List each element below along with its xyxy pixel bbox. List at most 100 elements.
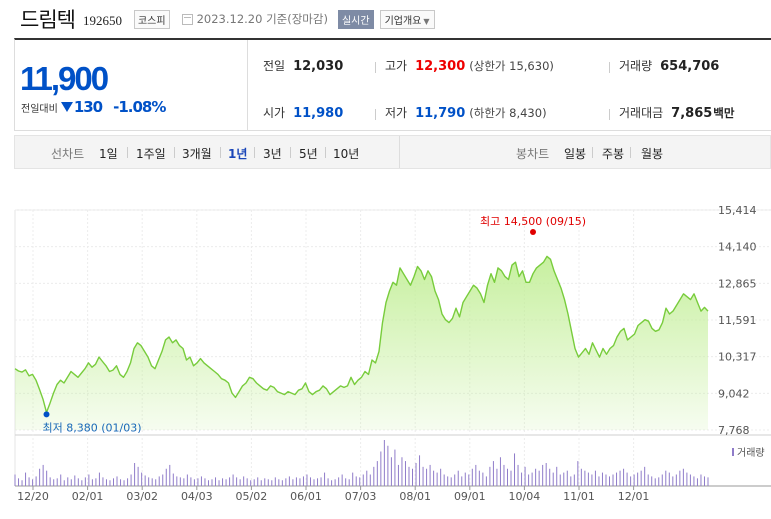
volume-bar: [179, 477, 181, 486]
tab-3m[interactable]: 3개월: [182, 147, 212, 161]
divider: [375, 62, 376, 73]
volume-bar: [545, 463, 547, 486]
volume-bar: [130, 474, 132, 486]
volume-bar: [243, 476, 245, 486]
volume-bar: [338, 477, 340, 486]
volume-bar: [619, 470, 621, 486]
volume-bar: [412, 468, 414, 486]
volume-bar: [39, 468, 41, 486]
tab-group-divider: [399, 136, 400, 168]
volume-bar: [549, 468, 551, 486]
volume-bar: [271, 480, 273, 486]
tab-weekly-candle[interactable]: 주봉: [602, 147, 625, 161]
volume-bar: [42, 464, 44, 486]
volume-bar: [503, 464, 505, 486]
volume-bar: [112, 478, 114, 486]
high-label: 고가: [385, 59, 408, 73]
tab-3y[interactable]: 3년: [263, 147, 282, 161]
upper-limit: (상한가 15,630): [469, 59, 554, 73]
company-info-dropdown[interactable]: 기업개요 ▼: [379, 9, 435, 29]
volume-bar: [429, 464, 431, 486]
volume-bar: [116, 476, 118, 486]
high-value: 12,300: [415, 59, 466, 74]
y-tick-label: 9,042: [718, 387, 750, 400]
amount-value: 7,865: [671, 106, 713, 121]
volume-bar: [250, 480, 252, 486]
volume-bar: [454, 474, 456, 486]
volume-bar: [292, 479, 294, 486]
volume-bar: [686, 472, 688, 486]
tab-5y[interactable]: 5년: [299, 147, 318, 161]
tab-daily-candle[interactable]: 일봉: [564, 147, 587, 161]
volume-cell: 거래량 654,706: [619, 57, 719, 74]
volume-bar: [612, 474, 614, 486]
volume-bar: [580, 468, 582, 486]
x-tick-label: 09/01: [454, 490, 486, 503]
volume-bar: [573, 474, 575, 486]
volume-bar: [348, 479, 350, 486]
volume-bar: [552, 472, 554, 486]
volume-bar: [524, 466, 526, 486]
x-tick-label: 07/03: [345, 490, 377, 503]
x-tick-label: 06/01: [290, 490, 322, 503]
volume-bar: [295, 477, 297, 486]
price-chart: 15,414 14,140 12,865 11,591 10,317 9,042 7,768…: [14, 204, 771, 503]
caret-down-icon: ▼: [423, 16, 430, 26]
volume-bar: [609, 476, 611, 486]
volume-bar: [169, 464, 171, 486]
volume-bar: [415, 463, 417, 486]
volume-bar: [327, 478, 329, 486]
volume-bar: [120, 479, 122, 486]
company-info-label: 기업개요: [384, 15, 422, 27]
volume-bar: [313, 479, 315, 486]
volume-bar: [644, 466, 646, 486]
prev-close-cell: 전일 12,030: [263, 57, 343, 74]
volume-bar: [70, 479, 72, 486]
volume-bar: [285, 478, 287, 486]
volume-bar: [137, 466, 139, 486]
volume-bar: [176, 476, 178, 486]
volume-legend-label: 거래량: [737, 447, 765, 459]
divider: [592, 147, 593, 158]
divider: [609, 109, 610, 120]
volume-bar: [67, 477, 69, 486]
tab-10y[interactable]: 10년: [333, 147, 360, 161]
volume-bar: [352, 472, 354, 486]
volume-bar: [253, 479, 255, 486]
volume-bar: [542, 464, 544, 486]
volume-bar: [162, 474, 164, 486]
volume-bar: [28, 477, 30, 486]
volume-bar: [53, 479, 55, 486]
volume-bar: [302, 476, 304, 486]
volume-bar: [236, 477, 238, 486]
volume-bar: [84, 477, 86, 486]
tab-1y[interactable]: 1년: [228, 147, 248, 161]
y-tick-label: 10,317: [718, 351, 757, 364]
volume-bar: [577, 461, 579, 486]
low-label: 저가: [385, 106, 408, 120]
realtime-button[interactable]: 실시간: [337, 9, 374, 29]
volume-bar: [141, 472, 143, 486]
volume-bar: [309, 477, 311, 486]
volume-bar: [225, 479, 227, 486]
volume-bar: [18, 478, 20, 486]
volume-bar: [369, 474, 371, 486]
volume-bar: [436, 472, 438, 486]
high-cell: 고가 12,300 (상한가 15,630): [385, 57, 554, 74]
tab-1d[interactable]: 1일: [99, 147, 118, 161]
divider: [375, 109, 376, 120]
calendar-icon: [181, 13, 193, 25]
tab-monthly-candle[interactable]: 월봉: [641, 147, 664, 161]
volume-bar: [204, 478, 206, 486]
divider: [174, 147, 175, 158]
market-badge: 코스피: [133, 9, 170, 29]
amount-cell: 거래대금 7,865 백만: [619, 104, 734, 121]
volume-bar: [98, 472, 100, 486]
volume-bar: [443, 474, 445, 486]
open-value: 11,980: [293, 106, 344, 121]
tab-1w[interactable]: 1주일: [136, 147, 166, 161]
volume-bar: [246, 478, 248, 486]
volume-bar: [440, 468, 442, 486]
price-line: [14, 255, 709, 414]
volume-bar: [630, 476, 632, 486]
